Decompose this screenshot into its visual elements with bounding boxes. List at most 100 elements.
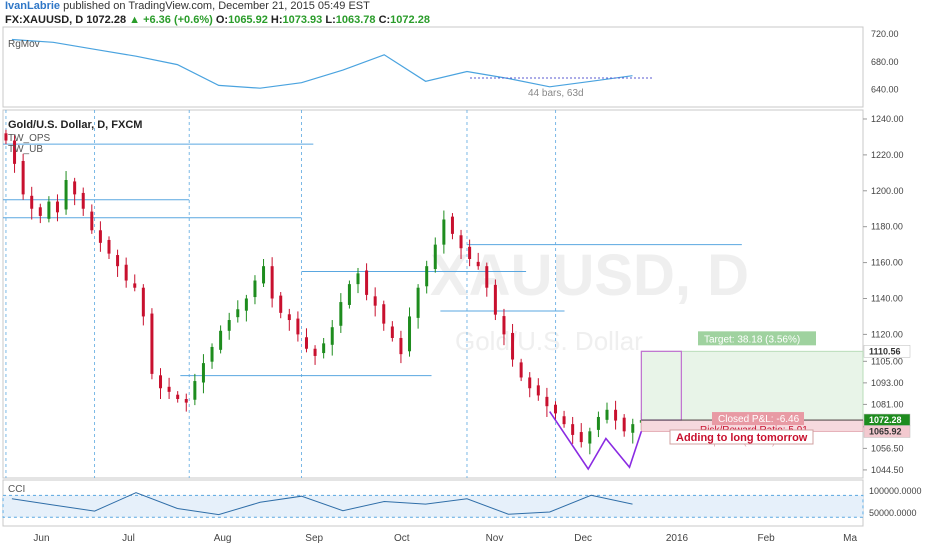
close-label: C: xyxy=(378,14,391,26)
candle xyxy=(493,279,497,321)
candle xyxy=(116,249,120,277)
candle xyxy=(90,204,94,234)
rgmov-label: RgMov xyxy=(8,39,40,50)
open-value: 1065.92 xyxy=(228,14,268,26)
candle xyxy=(81,187,85,216)
pnl-label-box xyxy=(712,412,804,426)
price-tick-label: 1044.50 xyxy=(871,465,904,475)
candle xyxy=(356,267,360,294)
candle xyxy=(236,300,240,323)
candle xyxy=(322,337,326,359)
cci-tick-label: 100000.0000 xyxy=(869,486,922,496)
candle-body xyxy=(528,377,532,389)
candle xyxy=(605,402,609,424)
cci-band xyxy=(2,494,864,518)
publish-line: IvanLabrie published on TradingView.com,… xyxy=(5,0,370,12)
candle xyxy=(528,372,532,398)
price-tick-label: 1093.00 xyxy=(871,378,904,388)
candle-body xyxy=(201,363,205,383)
candle-body xyxy=(382,304,386,324)
candle xyxy=(536,378,540,401)
price-tick-label: 1220.00 xyxy=(871,150,904,160)
candle-body xyxy=(450,216,454,234)
candle-body xyxy=(81,192,85,209)
x-tick-label: Jul xyxy=(122,533,135,544)
author-link[interactable]: IvanLabrie xyxy=(5,0,61,12)
x-tick-label: Jun xyxy=(33,533,49,544)
candle-body xyxy=(193,381,197,400)
candle xyxy=(485,262,489,297)
candle-body xyxy=(390,326,394,338)
candle xyxy=(159,368,163,400)
price-tag-label: 1110.56 xyxy=(869,346,901,356)
candle xyxy=(468,239,472,267)
candle-body xyxy=(38,207,42,216)
candle xyxy=(347,280,351,309)
rgmov-tick-label: 680.00 xyxy=(871,57,899,67)
symbol-label: FX:XAUUSD, D xyxy=(5,14,84,26)
candle-body xyxy=(184,399,188,403)
price-tag xyxy=(863,345,911,358)
target-zone xyxy=(640,350,864,421)
watermark-name: Gold/U.S. Dollar xyxy=(455,326,643,356)
price-tag-label: 1065.92 xyxy=(869,426,902,436)
target-label-box xyxy=(698,331,816,346)
candle-body xyxy=(30,195,34,209)
last-price: 1072.28 xyxy=(86,14,127,26)
candle xyxy=(416,284,420,329)
candle-body xyxy=(330,327,334,345)
candle-body xyxy=(296,318,300,335)
candle-body xyxy=(399,337,403,355)
high-label: H: xyxy=(270,14,283,26)
price-tick-label: 1160.00 xyxy=(871,258,903,268)
candle xyxy=(279,292,283,319)
candle-body xyxy=(90,211,94,231)
candle xyxy=(30,186,34,220)
candle-body xyxy=(347,284,351,305)
x-tick-label: Feb xyxy=(757,533,775,544)
candle-body xyxy=(176,394,180,400)
candle-body xyxy=(227,320,231,331)
candle-body xyxy=(468,246,472,259)
low-label: L: xyxy=(325,14,336,26)
candle xyxy=(184,393,188,412)
rgmov-line xyxy=(11,38,633,89)
cci-label: CCI xyxy=(8,484,25,495)
candle-body xyxy=(253,280,257,298)
candle xyxy=(614,400,618,430)
candle xyxy=(253,275,257,305)
candle xyxy=(579,423,583,448)
candle-body xyxy=(631,424,635,433)
main-title: Gold/U.S. Dollar, D, FXCM xyxy=(8,119,142,131)
candle xyxy=(562,410,566,428)
candle xyxy=(425,260,429,294)
candle xyxy=(141,284,145,326)
candle-body xyxy=(313,348,317,356)
candle-body xyxy=(133,283,137,288)
candle xyxy=(502,308,506,346)
candle-body xyxy=(98,230,102,243)
candle xyxy=(390,321,394,342)
candle xyxy=(519,358,523,382)
candle-body xyxy=(588,431,592,444)
candle-body xyxy=(459,235,463,249)
candle xyxy=(287,308,291,331)
candle-body xyxy=(476,261,480,267)
candle-body xyxy=(605,409,609,420)
candle xyxy=(365,263,369,301)
note-box[interactable] xyxy=(669,429,814,445)
rgmov-pane xyxy=(2,26,864,108)
candle xyxy=(124,257,128,288)
candle-body xyxy=(511,332,515,360)
close-value: 1072.28 xyxy=(390,14,430,26)
candle-body xyxy=(262,266,266,284)
candle-body xyxy=(141,287,145,317)
candle-body xyxy=(562,416,566,425)
candle xyxy=(133,274,137,292)
candle-body xyxy=(107,239,111,254)
candle xyxy=(262,258,266,287)
candle-body xyxy=(244,298,248,311)
candle-body xyxy=(502,316,506,335)
